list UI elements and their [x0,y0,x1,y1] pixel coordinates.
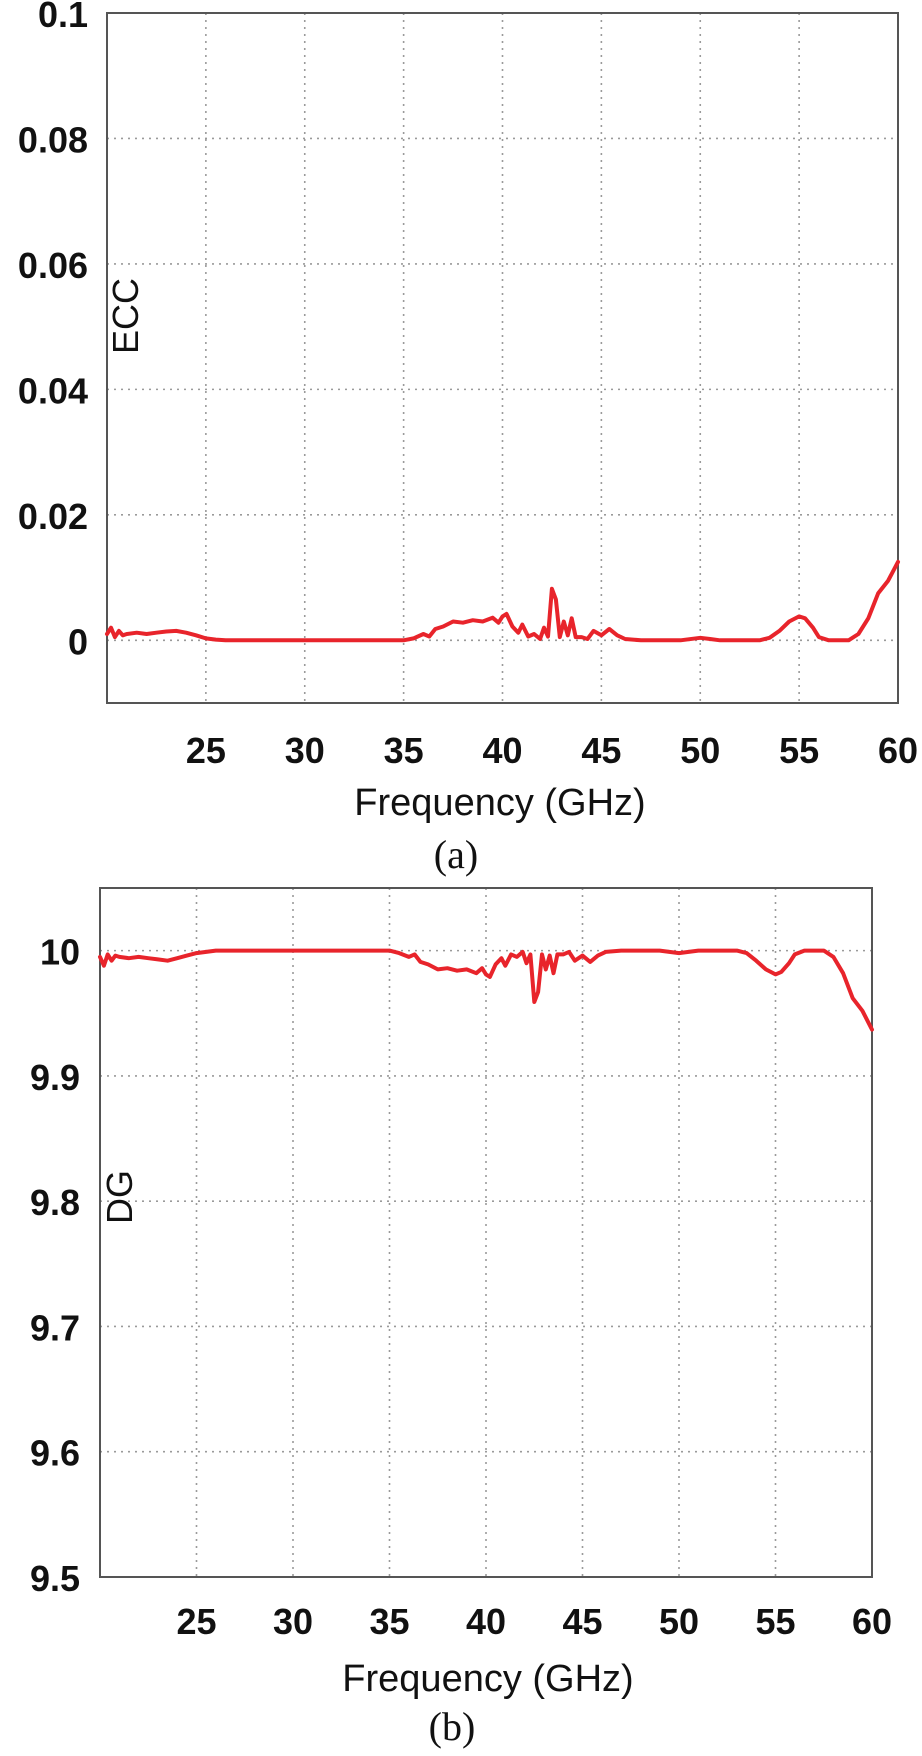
plot-frame [106,12,899,704]
series-line [98,948,874,1032]
y-tick-label: 9.8 [30,1182,80,1223]
y-tick-label: 9.7 [30,1307,80,1348]
x-tick-label: 35 [369,1601,409,1642]
panel-b-grid [100,888,873,1578]
x-tick-label: 55 [755,1601,795,1642]
panel-b-x-tick-labels: 25 30 35 40 45 50 55 60 [176,1601,892,1642]
y-tick-label: 10 [40,932,80,973]
panel-a-x-tick-labels: 25 30 35 40 45 50 55 60 [186,730,918,771]
panel-a-series [105,559,900,643]
panel-a-label: (a) [434,832,478,877]
x-tick-label: 40 [466,1601,506,1642]
x-tick-label: 55 [779,730,819,771]
panel-a-x-axis-title: Frequency (GHz) [354,782,645,824]
panel-b-label: (b) [429,1704,476,1749]
panel-b-plot-frame [99,887,873,1578]
x-tick-label: 45 [581,730,621,771]
panel-a-plot-frame [106,12,899,704]
x-tick-label: 60 [852,1601,892,1642]
x-tick-label: 25 [176,1601,216,1642]
x-tick-label: 30 [273,1601,313,1642]
x-tick-label: 60 [878,730,918,771]
x-tick-label: 45 [562,1601,602,1642]
panel-b-series [98,948,874,1032]
x-tick-label: 25 [186,730,226,771]
y-tick-label: 9.5 [30,1558,80,1599]
x-tick-label: 40 [482,730,522,771]
y-tick-label: 0.1 [38,0,88,35]
panel-b-chart: 9.5 9.6 9.7 9.8 9.9 10 25 30 35 40 45 50 55 60 DG Fr… [30,887,892,1749]
y-tick-label: 0.08 [18,119,88,160]
x-tick-label: 30 [285,730,325,771]
y-tick-label: 0.04 [18,370,88,411]
y-tick-label: 0.02 [18,496,88,537]
series-line [105,559,900,643]
panel-a-y-tick-labels: 0 0.02 0.04 0.06 0.08 0.1 [18,0,88,662]
x-tick-label: 50 [680,730,720,771]
y-tick-label: 9.6 [30,1433,80,1474]
panel-b-x-axis-title: Frequency (GHz) [342,1658,633,1700]
y-tick-label: 9.9 [30,1057,80,1098]
x-tick-label: 50 [659,1601,699,1642]
y-tick-label: 0 [68,621,88,662]
panel-b-y-tick-labels: 9.5 9.6 9.7 9.8 9.9 10 [30,932,80,1599]
panel-a-chart: 0 0.02 0.04 0.06 0.08 0.1 25 30 35 40 45 50 55 60 EC… [18,0,918,877]
y-tick-label: 0.06 [18,245,88,286]
panel-b-y-axis-title: DG [99,1170,140,1224]
x-tick-label: 35 [384,730,424,771]
panel-a-grid [107,12,899,703]
panel-a-y-axis-title: ECC [105,278,146,354]
plot-frame [99,887,873,1578]
